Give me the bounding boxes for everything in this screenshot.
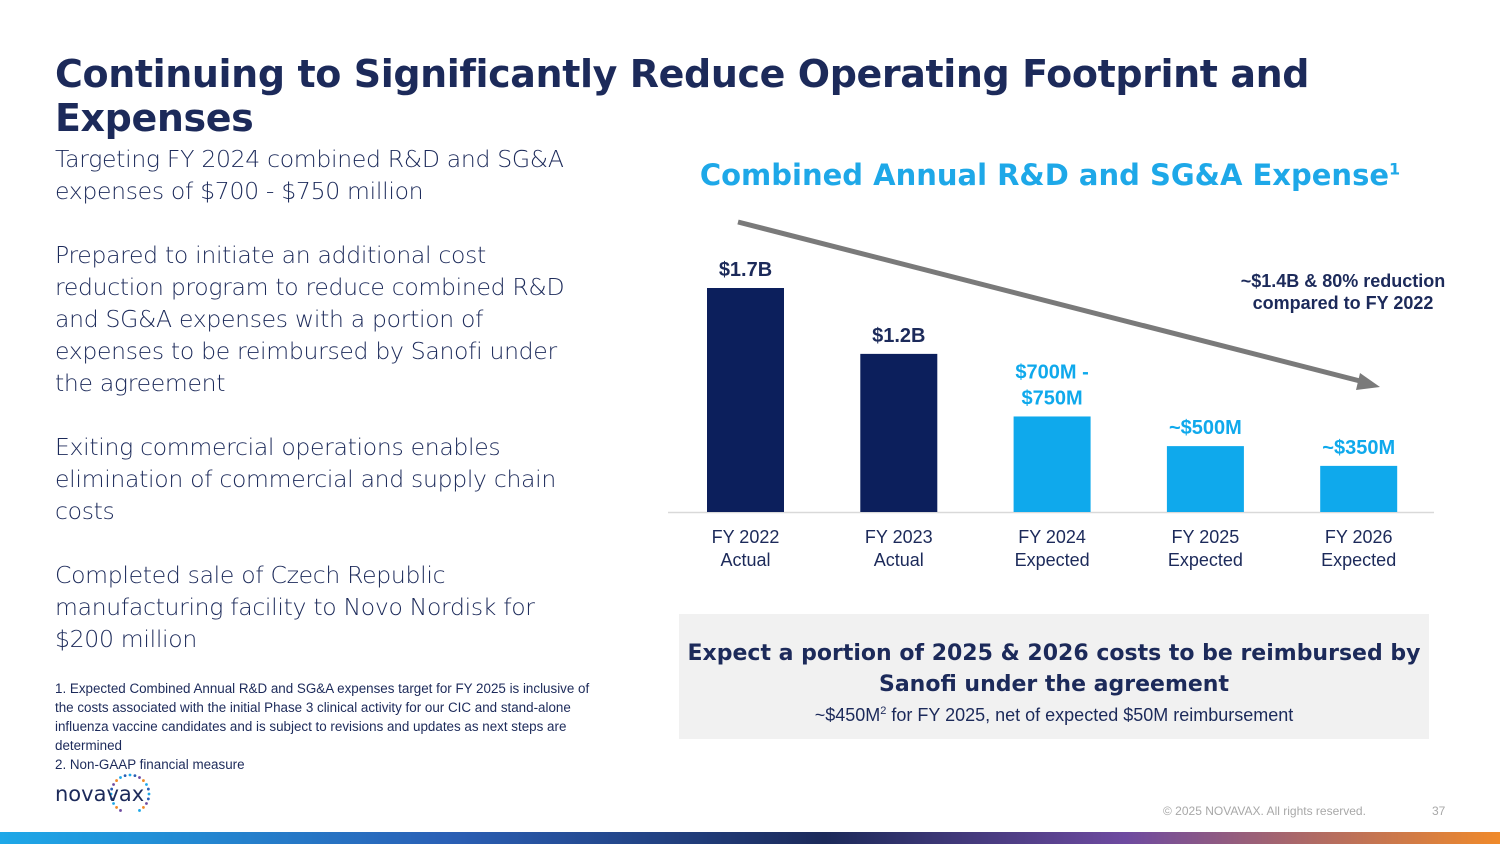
bar-fy-2026 — [1320, 465, 1398, 512]
trend-arrow-head — [1356, 373, 1380, 390]
footnote-1: 1. Expected Combined Annual R&D and SG&A… — [55, 681, 590, 753]
bullet-list: Targeting FY 2024 combined R&D and SG&A … — [55, 143, 575, 687]
note-subtext: ~$450M2 for FY 2025, net of expected $50… — [679, 700, 1429, 726]
footnote-2: 2. Non-GAAP financial measure — [55, 757, 245, 772]
novavax-logo: novavax — [55, 772, 165, 818]
category-label: FY 2024 Expected — [1015, 527, 1090, 570]
note-sub-suffix: for FY 2025, net of expected $50M reimbu… — [886, 705, 1294, 725]
trend-arrow-line — [737, 219, 1365, 385]
bar-fy-2022 — [707, 288, 784, 512]
chart-title: Combined Annual R&D and SG&A Expense1 — [680, 158, 1420, 192]
data-label: $700M -$750M — [1015, 361, 1088, 409]
note-headline: Expect a portion of 2025 & 2026 costs to… — [687, 641, 1421, 697]
note-footnote-ref: 2 — [880, 705, 887, 717]
chart-title-footnote-ref: 1 — [1389, 159, 1401, 179]
logo-text: novavax — [55, 782, 145, 806]
page-number: 37 — [1432, 804, 1446, 818]
bar-fy-2025 — [1166, 446, 1244, 512]
data-label: ~$350M — [1322, 437, 1395, 459]
reduction-callout: ~$1.4B & 80% reduction compared to FY 20… — [1240, 271, 1446, 313]
bottom-gradient-bar — [0, 832, 1500, 844]
data-label: $1.7B — [719, 259, 772, 281]
chart-title-text: Combined Annual R&D and SG&A Expense — [699, 158, 1390, 192]
data-label: ~$500M — [1169, 417, 1242, 439]
bullet-item: Prepared to initiate an additional cost … — [55, 241, 565, 397]
logo-dots-icon — [109, 773, 151, 812]
bullet-item: Exiting commercial operations enables el… — [55, 433, 556, 525]
category-label: FY 2023 Actual — [865, 527, 933, 570]
expense-bar-chart: $1.7B FY 2022 Actual $1.2B FY 2023 Actual $700… — [668, 219, 1434, 570]
sanofi-note-box: Expect a portion of 2025 & 2026 costs to… — [679, 614, 1429, 739]
footnotes: 1. Expected Combined Annual R&D and SG&A… — [55, 679, 600, 774]
page-title: Continuing to Significantly Reduce Opera… — [55, 52, 1310, 140]
bullet-item: Targeting FY 2024 combined R&D and SG&A … — [55, 145, 564, 205]
category-label: FY 2022 Actual — [712, 527, 780, 570]
bullet-item: Completed sale of Czech Republic manufac… — [55, 561, 535, 653]
data-label: $1.2B — [872, 325, 925, 347]
copyright: © 2025 NOVAVAX. All rights reserved. — [1163, 804, 1366, 818]
category-label: FY 2025 Expected — [1168, 527, 1243, 570]
bar-fy-2024 — [1013, 416, 1091, 512]
bar-fy-2023 — [860, 353, 938, 512]
category-label: FY 2026 Expected — [1321, 527, 1396, 570]
note-sub-prefix: ~$450M — [814, 705, 881, 725]
